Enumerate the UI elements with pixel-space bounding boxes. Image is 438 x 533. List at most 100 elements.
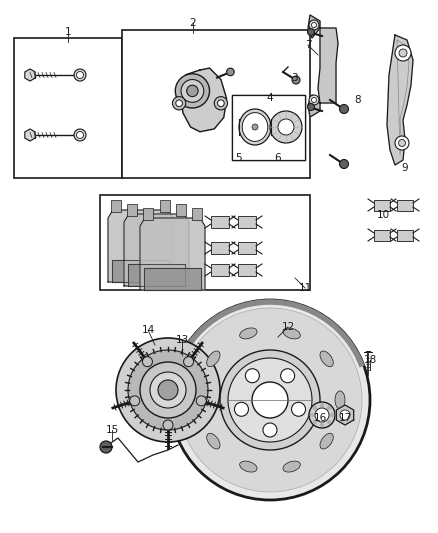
Circle shape (340, 410, 350, 420)
Text: 8: 8 (355, 95, 361, 105)
Circle shape (196, 396, 206, 406)
Circle shape (311, 22, 317, 28)
Circle shape (309, 20, 319, 30)
Polygon shape (181, 68, 226, 132)
Text: 16: 16 (313, 413, 327, 423)
Circle shape (399, 140, 406, 147)
Circle shape (150, 372, 186, 408)
Circle shape (320, 423, 324, 427)
Bar (211, 242, 229, 254)
Polygon shape (108, 210, 173, 282)
Circle shape (252, 382, 288, 418)
Circle shape (311, 98, 317, 102)
Circle shape (234, 402, 248, 416)
Circle shape (292, 76, 300, 84)
Polygon shape (144, 268, 201, 290)
Circle shape (245, 369, 259, 383)
Text: 13: 13 (175, 335, 189, 345)
Bar (176, 204, 186, 216)
Polygon shape (112, 260, 169, 282)
Bar (127, 204, 137, 216)
Circle shape (327, 420, 331, 424)
Bar (238, 216, 256, 228)
Text: 15: 15 (106, 425, 119, 435)
Bar (232, 95, 305, 160)
Text: 1: 1 (65, 27, 71, 37)
Text: 12: 12 (281, 322, 295, 332)
Circle shape (74, 129, 86, 141)
Bar (238, 242, 256, 254)
Ellipse shape (239, 109, 271, 145)
Bar (122, 30, 310, 178)
Bar (211, 264, 229, 276)
Text: 17: 17 (339, 413, 352, 423)
Circle shape (278, 119, 294, 135)
Polygon shape (25, 69, 35, 81)
Text: 14: 14 (141, 325, 155, 335)
Polygon shape (308, 95, 320, 117)
Circle shape (214, 96, 228, 110)
Bar (238, 264, 256, 276)
Bar (111, 200, 121, 212)
Circle shape (270, 111, 302, 143)
Circle shape (309, 95, 319, 105)
Circle shape (313, 420, 317, 424)
Polygon shape (308, 15, 320, 38)
Circle shape (100, 441, 112, 453)
Bar (374, 230, 390, 240)
Ellipse shape (207, 433, 220, 449)
Bar (232, 95, 305, 160)
Text: 9: 9 (402, 163, 408, 173)
Bar (14, 38, 122, 178)
Circle shape (228, 358, 312, 442)
Polygon shape (336, 405, 353, 425)
Bar (100, 195, 310, 290)
Circle shape (187, 85, 198, 96)
Text: 4: 4 (267, 93, 273, 103)
Circle shape (170, 300, 370, 500)
Bar (397, 230, 413, 240)
Circle shape (339, 159, 349, 168)
Circle shape (395, 136, 409, 150)
Circle shape (226, 68, 234, 76)
Ellipse shape (240, 461, 257, 472)
Circle shape (218, 100, 224, 107)
Bar (143, 208, 153, 220)
Circle shape (173, 96, 186, 110)
Bar (192, 208, 202, 220)
Circle shape (184, 357, 194, 367)
Ellipse shape (207, 351, 220, 367)
Circle shape (339, 104, 349, 114)
Circle shape (175, 74, 209, 108)
Bar (160, 200, 170, 212)
Polygon shape (124, 214, 189, 286)
Text: 6: 6 (275, 153, 281, 163)
Bar (397, 199, 413, 211)
Text: 10: 10 (376, 210, 389, 220)
Circle shape (178, 308, 362, 492)
Circle shape (399, 49, 407, 57)
Circle shape (140, 362, 196, 418)
Polygon shape (140, 218, 205, 290)
Circle shape (116, 338, 220, 442)
Circle shape (128, 350, 208, 430)
Circle shape (310, 413, 314, 417)
Circle shape (74, 69, 86, 81)
Circle shape (292, 402, 306, 416)
Polygon shape (318, 28, 338, 103)
Text: 11: 11 (298, 283, 311, 293)
Polygon shape (387, 35, 413, 165)
Circle shape (142, 357, 152, 367)
Circle shape (77, 71, 84, 78)
Circle shape (181, 79, 204, 102)
Ellipse shape (242, 112, 268, 141)
Ellipse shape (320, 351, 333, 367)
Circle shape (320, 403, 324, 407)
Text: 3: 3 (291, 73, 297, 83)
Text: 2: 2 (190, 18, 196, 28)
Polygon shape (25, 129, 35, 141)
Text: 5: 5 (235, 153, 241, 163)
Circle shape (220, 350, 320, 450)
Circle shape (307, 28, 314, 36)
Circle shape (176, 100, 182, 107)
